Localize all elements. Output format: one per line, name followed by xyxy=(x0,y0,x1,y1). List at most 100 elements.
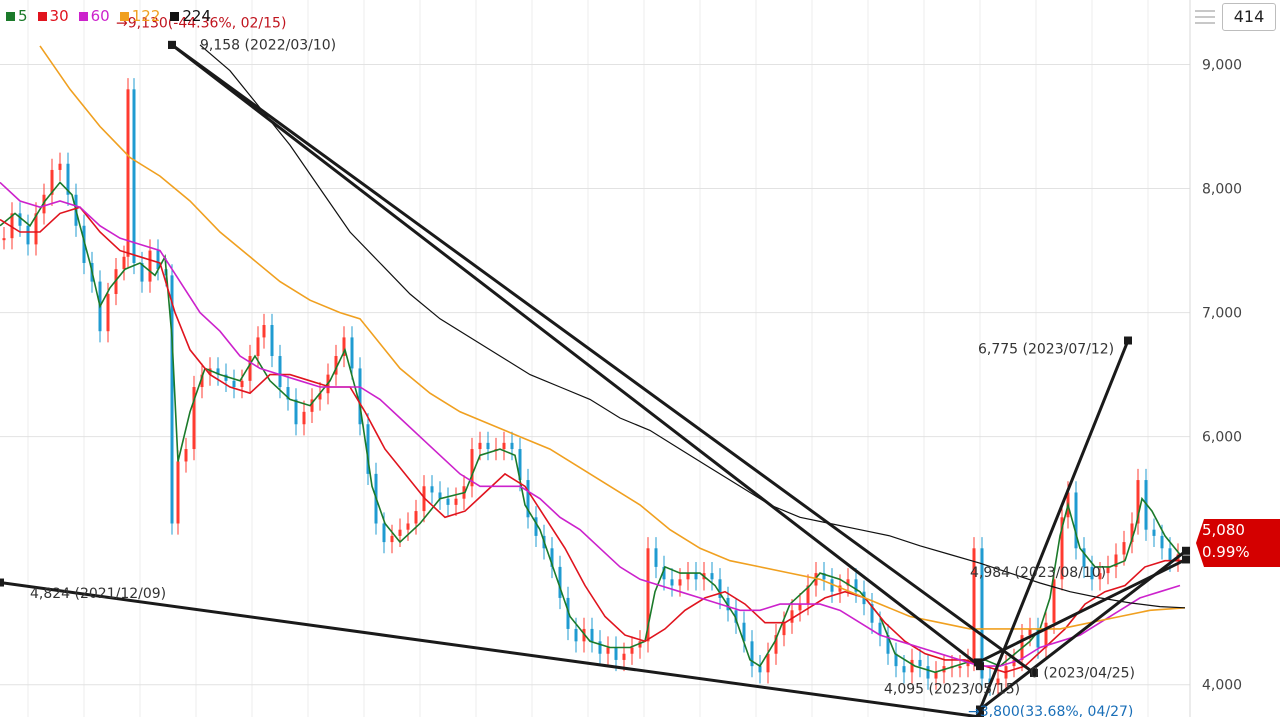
candle-body xyxy=(774,635,778,654)
candle-body xyxy=(798,604,802,611)
candle-body xyxy=(454,498,458,505)
ma-line-224 xyxy=(199,44,1186,609)
trendline-handle xyxy=(1030,668,1038,677)
candle-body xyxy=(526,480,530,518)
legend-label: 30 xyxy=(49,7,69,25)
trendline-handle xyxy=(0,578,4,587)
candle-body xyxy=(710,573,714,580)
candle-body xyxy=(926,666,930,679)
candle-body xyxy=(1082,548,1086,567)
candle-body xyxy=(980,548,984,679)
candle-body xyxy=(1090,566,1094,580)
candle-body xyxy=(342,337,346,357)
candle-count-box[interactable]: 414 xyxy=(1222,3,1276,31)
candle-body xyxy=(398,529,402,536)
candle-body xyxy=(350,337,354,369)
ma-legend: 5 30 60 122 224 xyxy=(6,7,211,25)
candle-body xyxy=(996,678,1000,685)
moving-averages xyxy=(0,44,1186,674)
candle-body xyxy=(638,641,642,648)
legend-item-122[interactable]: 122 xyxy=(119,7,160,25)
candle-body xyxy=(566,597,570,629)
candle-body xyxy=(438,492,442,499)
candle-body xyxy=(140,262,144,282)
candle-body xyxy=(630,647,634,654)
candle-body xyxy=(910,659,914,673)
price-annotation: →3,800(33.68%, 04/27) xyxy=(968,704,1133,717)
legend-item-5[interactable]: 5 xyxy=(6,7,28,25)
trendline xyxy=(0,581,981,717)
candle-body xyxy=(662,566,666,580)
candle-body xyxy=(894,653,898,667)
candle-body xyxy=(132,89,136,263)
trendlines xyxy=(0,40,1190,717)
trendline-handle xyxy=(974,658,982,667)
candle-body xyxy=(256,337,260,357)
menu-bar xyxy=(1195,10,1215,12)
legend-item-30[interactable]: 30 xyxy=(37,7,69,25)
trendline-handle xyxy=(976,705,984,714)
candle-body xyxy=(486,442,490,450)
candle-body xyxy=(750,641,754,667)
candle-body xyxy=(82,225,86,263)
candle-body xyxy=(1052,579,1056,623)
trendline xyxy=(171,43,981,668)
candle-body xyxy=(200,374,204,388)
legend-label: 224 xyxy=(182,7,212,25)
menu-bar xyxy=(1195,16,1215,18)
candle-body xyxy=(790,610,794,623)
candle-body xyxy=(122,256,126,270)
candle-body xyxy=(590,628,594,642)
price-annotation: 6,775 (2023/07/12) xyxy=(978,342,1114,358)
candle-body xyxy=(854,579,858,592)
candle-body xyxy=(972,548,976,660)
trendline-handle xyxy=(168,40,176,49)
candle-body xyxy=(1106,566,1110,574)
candle-body xyxy=(406,523,410,530)
legend-label: 60 xyxy=(90,7,110,25)
candle-body xyxy=(726,597,730,611)
candle-body xyxy=(934,672,938,679)
current-price-tag: 5,080 0.99% xyxy=(1196,519,1280,567)
candle-body xyxy=(782,622,786,636)
candle-body xyxy=(184,449,188,462)
y-tick-label: 4,000 xyxy=(1202,678,1242,694)
price-annotation: 4,824 (2021/12/09) xyxy=(30,586,166,602)
candle-body xyxy=(366,424,370,474)
candle-body xyxy=(310,399,314,412)
trendline-handle xyxy=(1124,336,1132,345)
candle-body xyxy=(1130,523,1134,543)
candle-body xyxy=(1122,542,1126,555)
grid xyxy=(0,0,1191,717)
candle-body xyxy=(846,579,850,586)
candle-body xyxy=(1074,492,1078,549)
candle-body xyxy=(918,659,922,667)
y-tick-label: 8,000 xyxy=(1202,182,1242,198)
candle-body xyxy=(224,374,228,381)
candle-body xyxy=(654,548,658,567)
candle-body xyxy=(822,573,826,580)
candle-body xyxy=(10,213,14,239)
candle-body xyxy=(294,399,298,425)
price-annotation: 4,095 (2023/05/15) xyxy=(884,681,1020,697)
price-annotation: 0 (2023/04/25) xyxy=(1030,665,1135,681)
candle-body xyxy=(550,548,554,567)
candle-body xyxy=(478,442,482,450)
candle-body xyxy=(58,163,62,170)
candle-body xyxy=(470,449,474,487)
candle-body xyxy=(50,169,54,195)
candle-body xyxy=(870,604,874,623)
candle-body xyxy=(414,511,418,524)
legend-item-224[interactable]: 224 xyxy=(170,7,211,25)
price-annotation: 4,984 (2023/08/10) xyxy=(970,565,1106,581)
trendline-handle xyxy=(1182,555,1190,564)
candle-body xyxy=(1152,529,1156,536)
legend-item-60[interactable]: 60 xyxy=(78,7,110,25)
candle-body xyxy=(694,573,698,580)
candle-body xyxy=(156,250,160,270)
candle-body xyxy=(558,566,562,598)
candle-body xyxy=(390,535,394,543)
candle-body xyxy=(742,622,746,642)
hamburger-menu-icon[interactable] xyxy=(1193,6,1217,28)
